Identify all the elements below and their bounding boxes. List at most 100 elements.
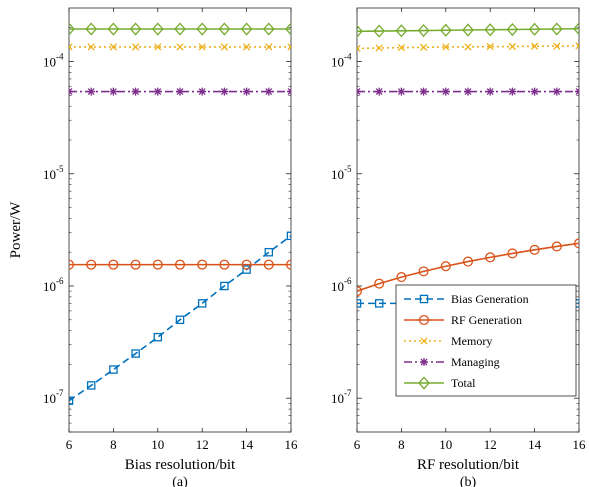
- marker-rf-generation: [241, 259, 252, 270]
- series-line-rf-generation: [357, 242, 579, 292]
- marker-managing: [220, 87, 229, 96]
- x-tick-label: 14: [240, 437, 254, 452]
- y-tick-base: 10: [43, 391, 56, 406]
- legend-label-total: Total: [451, 376, 476, 390]
- legend-label-memory: Memory: [451, 334, 492, 348]
- marker-memory: [397, 43, 406, 52]
- x-tick-label: 10: [439, 437, 452, 452]
- marker-total: [373, 24, 386, 38]
- marker-total: [395, 24, 408, 38]
- marker-rf-generation: [551, 241, 562, 252]
- series-line-bias-generation: [69, 235, 291, 402]
- y-tick-base: 10: [331, 55, 344, 70]
- marker-total: [196, 22, 209, 36]
- marker-rf-generation: [573, 238, 579, 249]
- legend-marker-bias-generation: [419, 294, 429, 304]
- legend-marker-rf-generation: [418, 314, 430, 326]
- marker-managing: [464, 87, 472, 96]
- y-tick-exponent: -6: [56, 276, 64, 286]
- marker-memory: [357, 44, 361, 53]
- marker-managing: [264, 87, 273, 96]
- marker-bias-generation: [242, 265, 251, 274]
- marker-managing: [176, 87, 184, 96]
- marker-memory: [198, 43, 206, 51]
- marker-memory: [287, 43, 291, 51]
- y-tick-exponent: -7: [344, 388, 352, 398]
- marker-memory: [87, 43, 95, 51]
- marker-managing: [397, 87, 406, 96]
- marker-memory: [131, 43, 140, 51]
- y-tick-label: 10-4: [331, 52, 352, 70]
- marker-managing: [530, 87, 539, 96]
- marker-bias-generation: [220, 281, 229, 291]
- marker-rf-generation: [108, 259, 119, 270]
- marker-memory: [553, 42, 561, 50]
- marker-rf-generation: [374, 278, 385, 289]
- marker-total: [69, 22, 75, 36]
- panel-label: (a): [172, 475, 188, 487]
- y-tick-base: 10: [43, 279, 56, 294]
- x-axis-label: Bias resolution/bit: [125, 457, 236, 473]
- marker-total: [528, 22, 541, 36]
- y-tick-base: 10: [331, 167, 344, 182]
- marker-memory: [176, 43, 184, 51]
- marker-rf-generation: [396, 272, 407, 283]
- marker-managing: [575, 87, 579, 96]
- y-tick-exponent: -6: [344, 276, 352, 286]
- marker-rf-generation: [485, 252, 496, 263]
- marker-rf-generation: [130, 259, 141, 270]
- x-tick-label: 12: [196, 437, 209, 452]
- marker-rf-generation: [418, 266, 429, 277]
- marker-memory: [464, 43, 472, 51]
- marker-managing: [87, 87, 96, 96]
- marker-bias-generation: [197, 299, 207, 308]
- marker-rf-generation: [529, 244, 540, 255]
- marker-rf-generation: [263, 259, 274, 270]
- marker-managing: [287, 87, 291, 96]
- x-tick-label: 6: [66, 437, 73, 452]
- y-tick-base: 10: [43, 167, 56, 182]
- marker-bias-generation: [69, 396, 74, 405]
- legend-marker-total: [418, 376, 430, 390]
- x-tick-label: 6: [354, 437, 361, 452]
- y-tick-label: 10-5: [43, 164, 64, 182]
- y-tick-label: 10-4: [43, 52, 64, 70]
- x-tick-label: 8: [398, 437, 405, 452]
- marker-total: [85, 22, 98, 36]
- marker-total: [129, 22, 142, 36]
- marker-rf-generation: [152, 259, 163, 270]
- marker-memory: [375, 44, 383, 52]
- shared-y-axis-label: Power/W: [8, 201, 24, 258]
- marker-managing: [69, 87, 73, 96]
- marker-rf-generation: [462, 256, 474, 267]
- marker-rf-generation: [197, 259, 208, 270]
- marker-total: [218, 22, 231, 36]
- marker-total: [174, 22, 186, 36]
- series-line-total: [357, 27, 579, 33]
- panel-label: (b): [460, 475, 477, 487]
- y-tick-exponent: -7: [56, 388, 64, 398]
- marker-rf-generation: [86, 259, 97, 270]
- y-tick-exponent: -4: [56, 52, 64, 62]
- x-axis-label: RF resolution/bit: [417, 457, 520, 473]
- marker-bias-generation: [153, 332, 163, 342]
- x-tick-label: 10: [151, 437, 164, 452]
- legend-label-rf-generation: RF Generation: [451, 313, 522, 327]
- marker-total: [462, 23, 474, 37]
- x-tick-label: 12: [484, 437, 497, 452]
- marker-memory: [242, 43, 251, 51]
- marker-total: [417, 23, 430, 38]
- x-tick-label: 14: [528, 437, 542, 452]
- marker-bias-generation: [357, 299, 362, 308]
- y-tick-base: 10: [43, 55, 56, 70]
- y-tick-label: 10-7: [331, 388, 352, 406]
- y-tick-base: 10: [331, 391, 344, 406]
- marker-rf-generation: [440, 261, 451, 272]
- y-tick-exponent: -5: [344, 164, 352, 174]
- marker-bias-generation: [374, 299, 384, 308]
- marker-rf-generation: [357, 286, 363, 297]
- marker-memory: [530, 42, 539, 50]
- marker-memory: [220, 43, 229, 51]
